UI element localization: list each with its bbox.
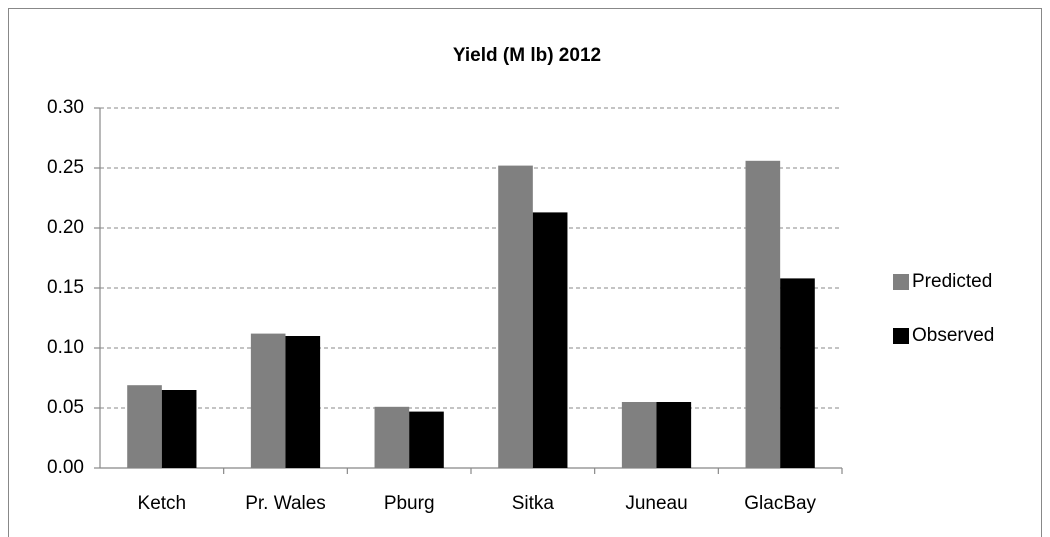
bar (250, 333, 286, 468)
bar (780, 278, 815, 468)
bar (127, 385, 162, 468)
x-tick-label: GlacBay (744, 493, 816, 514)
x-tick-label: Pr. Wales (245, 493, 326, 514)
x-tick-label: Juneau (625, 493, 687, 514)
bar (621, 402, 657, 468)
bar (285, 336, 321, 468)
y-tick-label: 0.25 (47, 157, 84, 178)
chart-title: Yield (M lb) 2012 (453, 45, 601, 66)
y-tick-label: 0.00 (47, 457, 84, 478)
y-tick-label: 0.20 (47, 217, 84, 238)
y-tick-label: 0.10 (47, 337, 84, 358)
x-tick-label: Pburg (384, 493, 435, 514)
y-tick-label: 0.05 (47, 397, 84, 418)
x-tick-label: Ketch (138, 493, 187, 514)
legend-swatch (893, 328, 909, 344)
bar (656, 402, 692, 468)
y-tick-label: 0.30 (47, 97, 84, 118)
bar (409, 411, 444, 468)
bar (745, 160, 781, 469)
legend-label: Predicted (912, 271, 992, 292)
bar (161, 390, 197, 468)
bar (374, 406, 410, 468)
bar (498, 165, 533, 468)
legend-swatch (893, 274, 909, 290)
y-tick-label: 0.15 (47, 277, 84, 298)
bar (532, 212, 568, 468)
x-tick-label: Sitka (512, 493, 555, 514)
legend-label: Observed (912, 325, 994, 346)
